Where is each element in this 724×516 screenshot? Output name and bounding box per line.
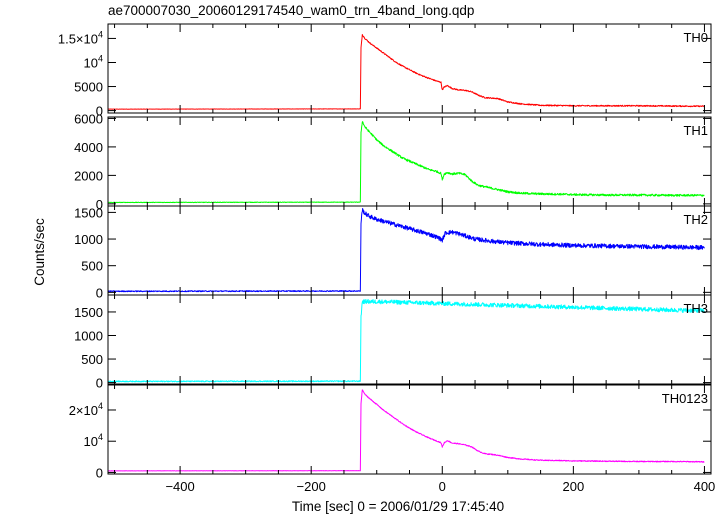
panel-label-th0: TH0	[683, 30, 708, 45]
y-tick-label: 500	[81, 352, 103, 367]
y-tick-label: 1000	[74, 232, 103, 247]
x-tick-label: 0	[439, 479, 446, 494]
y-tick-label: 0	[96, 376, 103, 391]
y-tick-label: 2000	[74, 168, 103, 183]
x-tick-label: −400	[165, 479, 194, 494]
series-line-th0	[107, 34, 705, 110]
y-tick-label: 1000	[74, 328, 103, 343]
y-tick-label: 5000	[74, 80, 103, 95]
y-tick-label: 0	[96, 465, 103, 480]
series-line-th3	[107, 299, 705, 383]
x-tick-label: 400	[694, 479, 716, 494]
y-tick-label: 4000	[74, 140, 103, 155]
y-tick-label: 104	[84, 432, 103, 449]
panel-label-th2: TH2	[683, 212, 708, 227]
y-axis-label: Counts/sec	[32, 218, 47, 286]
series-line-th1	[107, 121, 705, 204]
panel-label-th0123: TH0123	[662, 391, 708, 406]
x-tick-label: 200	[563, 479, 585, 494]
series-line-th2	[107, 207, 705, 293]
y-tick-label: 0	[96, 285, 103, 300]
y-tick-label: 500	[81, 259, 103, 274]
y-tick-label: 0	[96, 197, 103, 212]
panel-label-th1: TH1	[683, 123, 708, 138]
y-tick-label: 1500	[74, 305, 103, 320]
y-tick-label: 104	[84, 53, 103, 70]
series-line-th0123	[107, 389, 705, 472]
x-tick-label: −200	[297, 479, 326, 494]
y-tick-label: 0	[96, 104, 103, 119]
y-tick-label: 6000	[74, 111, 103, 126]
y-tick-label: 1.5×104	[58, 29, 103, 46]
panel-frame-th2	[107, 205, 712, 296]
x-axis-label: Time [sec] 0 = 2006/01/29 17:45:40	[292, 499, 504, 514]
chart-title: ae700007030_20060129174540_wam0_trn_4ban…	[108, 3, 474, 18]
y-tick-label: 1500	[74, 205, 103, 220]
panel-label-th3: TH3	[683, 301, 708, 316]
y-tick-label: 2×104	[69, 401, 103, 418]
panel-frame-th0	[107, 23, 712, 114]
